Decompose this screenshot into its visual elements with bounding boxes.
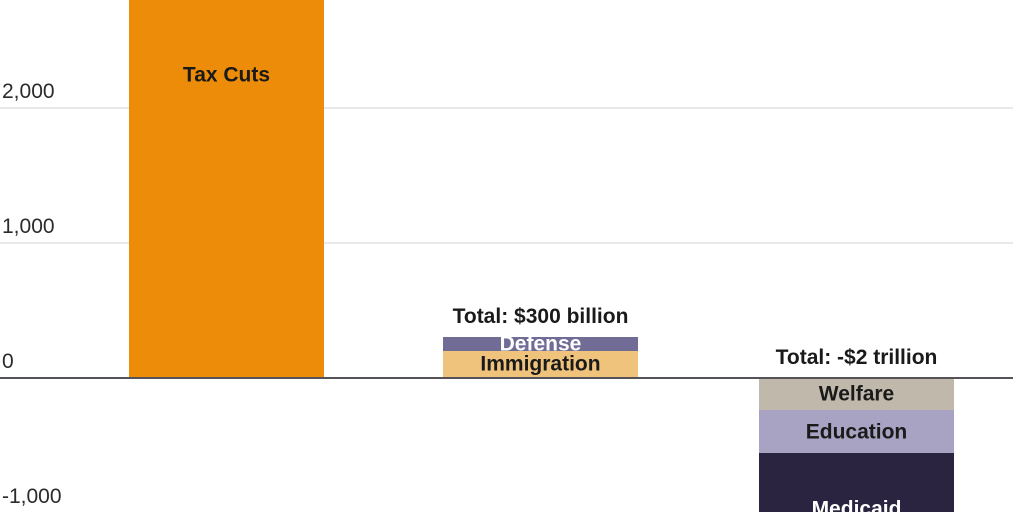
gridline [0, 106, 1013, 109]
segment-label-welfare: Welfare [818, 382, 895, 406]
segment-label-defense: Defense [499, 332, 582, 356]
bar-segment-immigration [443, 350, 638, 378]
bar-segment-education [759, 409, 954, 454]
y-tick-label: -1,000 [2, 484, 62, 508]
zero-axis-line [0, 376, 1013, 379]
total-label-spending-cuts: Total: -$2 trillion [775, 345, 938, 369]
y-tick-label: 1,000 [2, 214, 55, 238]
y-tick-label: 0 [2, 349, 14, 373]
segment-label-education: Education [805, 420, 908, 443]
segment-label-immigration: Immigration [480, 352, 601, 376]
gridline [0, 241, 1013, 244]
segment-label-tax-cuts: Tax Cuts [182, 63, 271, 87]
segment-label-medicaid: Medicaid [811, 497, 902, 512]
bar-segment-medicaid [759, 453, 954, 512]
bar-segment-welfare [759, 377, 954, 410]
bar-segment-defense [443, 337, 638, 351]
y-tick-label: 2,000 [2, 79, 55, 103]
total-label-spending-increases: Total: $300 billion [452, 305, 629, 328]
bar-segment-tax-cuts [129, 0, 324, 378]
